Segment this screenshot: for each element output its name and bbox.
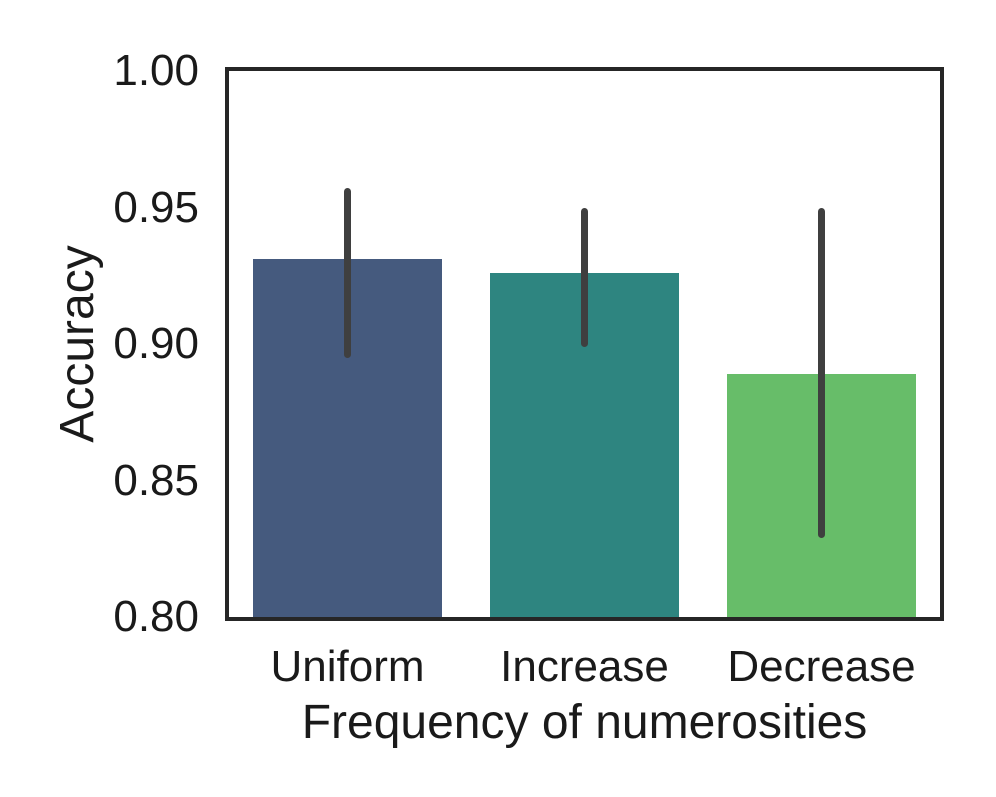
y-tick-label: 0.95 xyxy=(113,182,199,232)
plot-area: Frequency of numerosities 0.80 0.85 0.90 0.… xyxy=(113,49,944,747)
x-axis-title: Frequency of numerosities xyxy=(301,696,868,749)
x-tick-label-uniform: Uniform xyxy=(270,642,425,691)
x-tick-label-increase: Increase xyxy=(500,642,669,691)
y-tick-label: 0.80 xyxy=(113,592,199,641)
error-bar-uniform xyxy=(344,188,351,358)
y-tick-label: 0.90 xyxy=(113,319,199,368)
y-axis-title: Accuracy xyxy=(51,245,104,443)
y-tick-label: 0.85 xyxy=(113,455,199,505)
y-tick-label: 1.00 xyxy=(113,46,199,95)
x-tick-label-decrease: Decrease xyxy=(727,642,916,691)
error-bar-decrease xyxy=(818,207,825,538)
error-bar-increase xyxy=(581,207,588,347)
